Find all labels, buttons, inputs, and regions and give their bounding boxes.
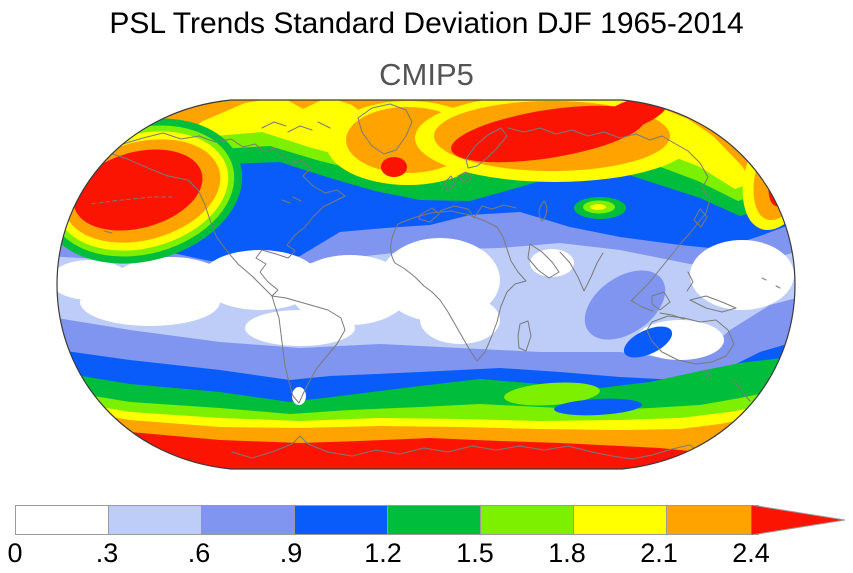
coast-iberia xyxy=(418,207,440,223)
coast-mediterranean xyxy=(439,204,517,219)
coast-australia xyxy=(646,315,735,365)
coast-arabia xyxy=(527,243,560,279)
coast-scandinavia xyxy=(465,127,508,169)
map-outline xyxy=(56,99,796,470)
colorbar-tick-6: 1.8 xyxy=(548,538,586,568)
coast-greenland xyxy=(357,103,413,155)
south-bands xyxy=(57,295,795,469)
white-min-pac2 xyxy=(80,278,220,326)
coast-tasmania xyxy=(704,369,711,379)
colorbar-segment-5 xyxy=(480,505,573,535)
coast-caspian xyxy=(538,200,548,222)
coast-hawaii xyxy=(103,230,113,234)
coast-fiji xyxy=(761,277,781,289)
white-min-arabia xyxy=(530,249,574,277)
coast-japan xyxy=(693,208,708,228)
page-title: PSL Trends Standard Deviation DJF 1965-2… xyxy=(109,7,744,40)
tropical-minima xyxy=(57,238,794,405)
colorbar-tick-1: .3 xyxy=(95,538,119,568)
gulf-of-alaska-max xyxy=(73,149,203,231)
white-min-wpacific xyxy=(690,240,794,310)
coast-arctic-islands xyxy=(261,121,331,133)
colorbar-segment-3 xyxy=(294,505,387,535)
coast-great-lakes xyxy=(281,196,302,204)
map-layers xyxy=(57,100,795,469)
coast-antarctica xyxy=(231,435,711,460)
coast-india xyxy=(559,251,604,292)
panel-title: CMIP5 xyxy=(379,57,474,92)
indonesia-peri-tongue xyxy=(584,270,666,340)
antarctic-red-band xyxy=(57,416,795,469)
colorbar-segment-7 xyxy=(666,505,759,535)
colorbar-tick-7: 2.1 xyxy=(640,538,678,568)
colorbar-overflow-arrow xyxy=(751,505,846,535)
coast-north-america-east xyxy=(105,132,346,297)
colorbar-segment-2 xyxy=(201,505,294,535)
colorbar: 0 .3 .6 .9 1.2 1.5 1.8 2.1 2.4 xyxy=(7,505,853,573)
coast-britain xyxy=(443,175,456,193)
coast-madagascar xyxy=(517,320,532,352)
coast-north-america-west xyxy=(99,149,273,297)
white-min-patagonia xyxy=(292,387,306,405)
java-blue-dip xyxy=(623,326,673,358)
colorbar-segment-4 xyxy=(387,505,480,535)
s-indian-blue-pocket xyxy=(554,398,642,416)
colorbar-tick-4: 1.2 xyxy=(364,538,402,568)
coast-asia-arctic xyxy=(507,127,675,144)
colorbar-ticks: 0 .3 .6 .9 1.2 1.5 1.8 2.1 2.4 xyxy=(7,538,853,570)
coast-iceland xyxy=(457,171,472,184)
white-min-mexico xyxy=(200,250,320,310)
white-min-safrica xyxy=(420,296,500,344)
coast-asia-east xyxy=(630,142,711,302)
colorbar-tick-5: 1.5 xyxy=(456,538,494,568)
north-eurasia-max xyxy=(451,105,645,163)
colorbar-tick-0: 0 xyxy=(7,538,23,568)
coast-africa xyxy=(390,210,527,362)
s-indian-chartreuse-pocket xyxy=(504,382,600,406)
colorbar-tick-2: .6 xyxy=(187,538,211,568)
colorbar-track xyxy=(15,505,759,535)
coast-new-guinea xyxy=(689,295,737,313)
colorbar-tick-8: 2.4 xyxy=(732,538,770,568)
colorbar-segment-1 xyxy=(108,505,201,535)
colorbar-segment-0 xyxy=(15,505,108,535)
coast-se-asia-islands xyxy=(631,271,694,320)
coast-new-zealand xyxy=(733,380,751,402)
coast-south-america xyxy=(271,295,346,404)
coastlines xyxy=(91,103,781,460)
labrador-sea-max xyxy=(381,157,407,177)
tibet-core-yellow xyxy=(590,204,606,210)
colorbar-tick-3: .9 xyxy=(279,538,303,568)
colorbar-segment-6 xyxy=(573,505,666,535)
coast-aleutians xyxy=(91,196,173,205)
